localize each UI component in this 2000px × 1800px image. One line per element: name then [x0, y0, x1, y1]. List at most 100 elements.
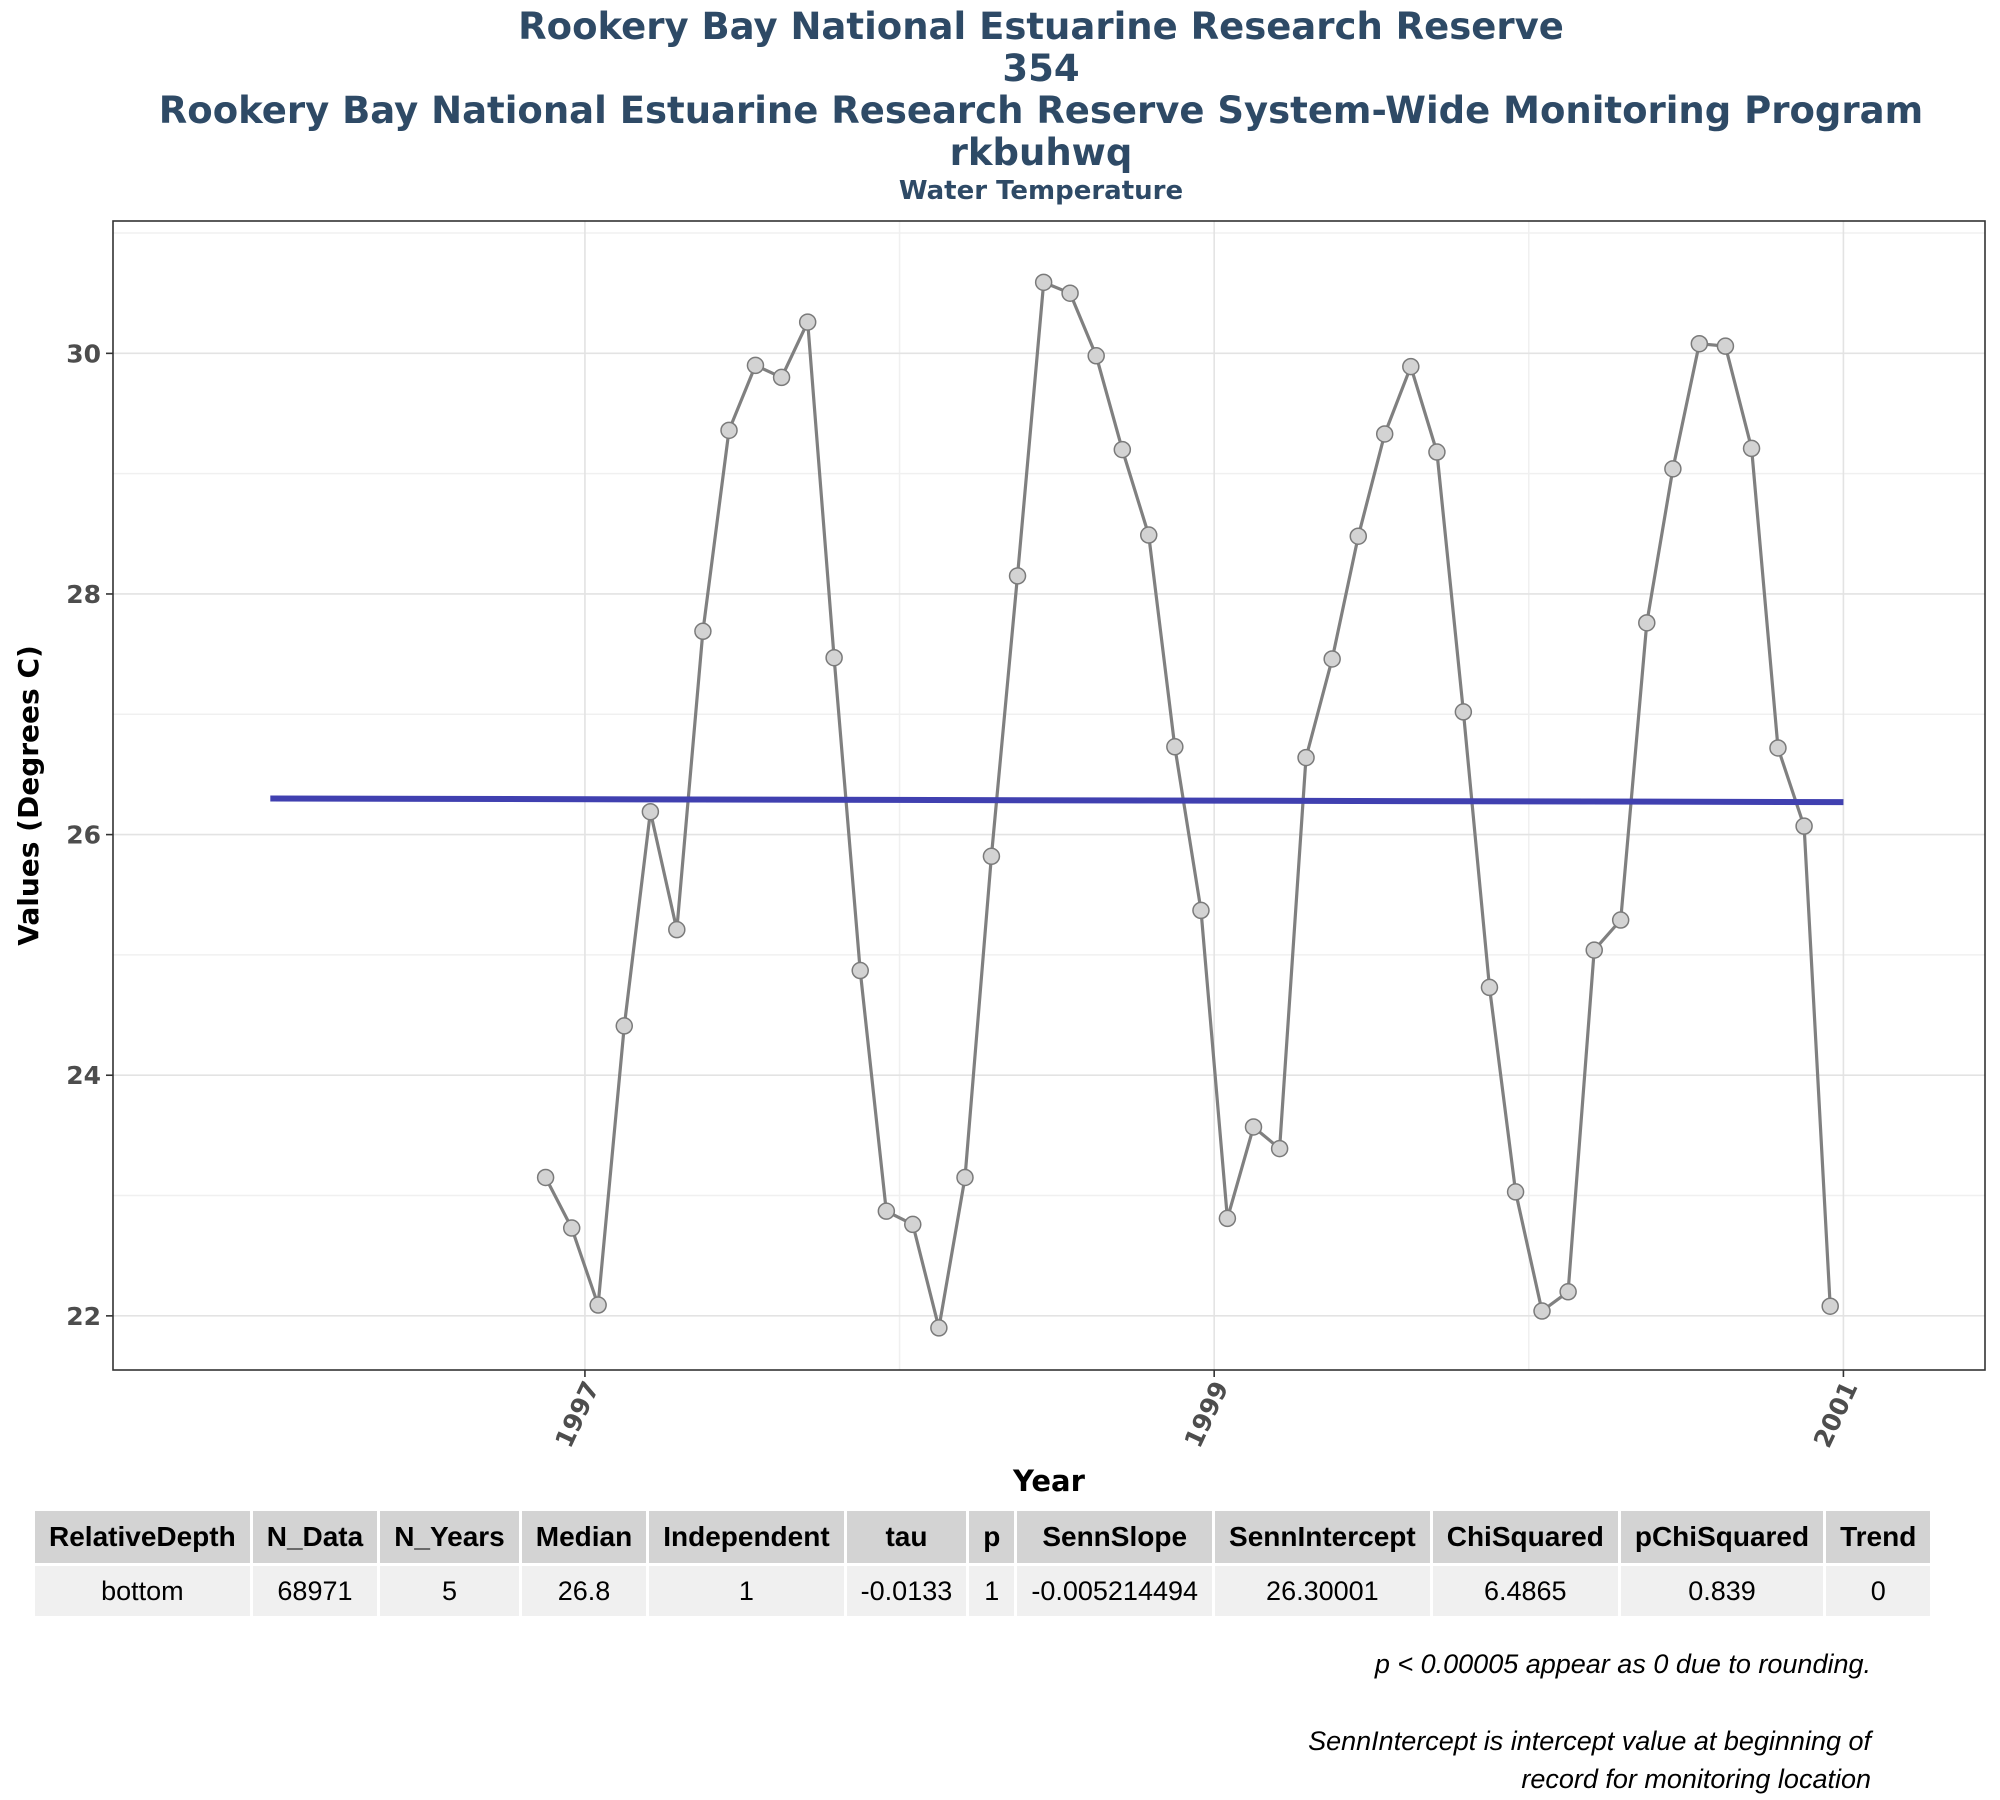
temperature-data-point — [1690, 334, 1709, 353]
temperature-data-point — [772, 368, 791, 387]
temperature-data-point — [1795, 817, 1813, 835]
temperature-data-point — [982, 847, 1001, 866]
temperature-data-point — [562, 1219, 581, 1237]
table-header-cell: p — [967, 1511, 1018, 1565]
temperature-data-point — [746, 356, 765, 375]
temperature-data-point — [536, 1168, 555, 1187]
temperature-data-point — [1192, 901, 1210, 920]
temperature-data-point — [1166, 738, 1184, 756]
y-axis-ticks: 22 24 26 28 30 — [66, 339, 113, 1331]
line-chart: 22 24 26 28 30 1997 1999 2001 Year Values (Deg… — [12, 220, 1986, 1498]
minor-gridlines — [113, 221, 1985, 1370]
temperature-data-point — [1218, 1209, 1237, 1228]
temperature-data-point — [615, 1017, 634, 1035]
table-cell: 1 — [967, 1563, 1018, 1616]
temperature-data-point — [904, 1215, 922, 1234]
y-tick-label: 30 — [66, 339, 101, 368]
temperature-data-point — [641, 802, 660, 821]
temperature-data-point — [1087, 347, 1105, 365]
table-cell: bottom — [35, 1563, 253, 1616]
temperature-data-point — [1113, 440, 1132, 459]
chart-title-3: Rookery Bay National Estuarine Research … — [158, 89, 1924, 132]
chart-title-2: 354 — [1002, 47, 1080, 90]
temperature-data-point — [1585, 941, 1603, 959]
temperature-data-point — [1742, 439, 1761, 458]
plot-panel-border — [112, 220, 1986, 1371]
rounding-note: p < 0.00005 appear as 0 due to rounding. — [1374, 1649, 1871, 1679]
y-tick-label: 22 — [66, 1302, 101, 1331]
table-cell: -0.0133 — [845, 1563, 970, 1616]
temperature-data-point — [877, 1202, 896, 1220]
table-cell: 0.839 — [1619, 1563, 1827, 1616]
temperature-data-point — [589, 1296, 607, 1314]
x-tick-label: 1999 — [1179, 1377, 1235, 1452]
temperature-data-point — [930, 1319, 948, 1337]
temperature-data-point — [1664, 460, 1682, 478]
temperature-data-point — [1270, 1139, 1289, 1158]
temperature-data-point — [1349, 527, 1368, 545]
x-tick-label: 2001 — [1808, 1377, 1864, 1452]
table-cell: 68971 — [251, 1563, 381, 1616]
temperature-data-point — [1008, 567, 1027, 585]
temperature-data-point — [1034, 273, 1053, 292]
temperature-data-point — [1061, 284, 1079, 302]
temperature-data-point — [1769, 739, 1787, 757]
table-row: bottom 68971 5 26.8 1 -0.0133 1 -0.005214494 26.… — [35, 1563, 1934, 1616]
temperature-data-point — [1323, 650, 1341, 668]
temperature-data-point — [1611, 911, 1630, 929]
statistics-table: RelativeDepth N_Data N_Years Median Independ… — [35, 1511, 1934, 1616]
temperature-data-point — [1559, 1283, 1577, 1301]
chart-subtitle: Water Temperature — [898, 176, 1184, 206]
table-header-cell: Median — [520, 1511, 650, 1565]
table-header-cell: ChiSquared — [1431, 1511, 1621, 1565]
table-header-cell: N_Data — [251, 1511, 381, 1565]
y-tick-label: 26 — [66, 821, 101, 850]
temperature-data-point — [1428, 443, 1446, 461]
table-cell: 26.30001 — [1213, 1563, 1433, 1616]
temperature-data-point — [1297, 748, 1315, 767]
table-cell: 0 — [1824, 1563, 1934, 1616]
table-header-cell: SennSlope — [1015, 1511, 1216, 1565]
table-cell: 5 — [378, 1563, 522, 1616]
major-gridlines — [113, 221, 1985, 1370]
chart-title-1: Rookery Bay National Estuarine Research … — [518, 5, 1564, 48]
x-axis-label: Year — [1012, 1464, 1086, 1498]
temperature-data-point — [1821, 1297, 1839, 1315]
temperature-data-point — [1244, 1118, 1263, 1136]
table-body: bottom 68971 5 26.8 1 -0.0133 1 -0.005214494 26.… — [35, 1563, 1934, 1616]
trend-line — [270, 795, 1844, 806]
temperature-data-point — [1506, 1183, 1525, 1201]
table-header-cell: pChiSquared — [1619, 1511, 1827, 1565]
temperature-data-point — [1480, 978, 1499, 997]
chart-title-4: rkbuhwq — [949, 131, 1133, 174]
intercept-note-line-1: SennIntercept is intercept value at begi… — [1308, 1726, 1871, 1756]
temperature-data-point — [720, 421, 738, 440]
table-cell: -0.005214494 — [1015, 1563, 1216, 1616]
temperature-data-point — [1638, 614, 1656, 632]
temperature-data-point — [668, 920, 686, 939]
table-header-cell: Independent — [647, 1511, 847, 1565]
y-tick-label: 24 — [66, 1061, 101, 1090]
table-header-cell: tau — [845, 1511, 970, 1565]
temperature-data-point — [1533, 1302, 1551, 1320]
x-tick-label: 1997 — [549, 1377, 605, 1452]
table-header-cell: N_Years — [378, 1511, 522, 1565]
temperature-data-point — [798, 313, 817, 331]
y-tick-label: 28 — [66, 580, 101, 609]
table-cell: 6.4865 — [1431, 1563, 1621, 1616]
temperature-data-point — [956, 1168, 974, 1187]
table-header-cell: SennIntercept — [1213, 1511, 1433, 1565]
temperature-data-point — [1716, 337, 1735, 355]
temperature-data-point — [1402, 357, 1420, 376]
temperature-data-point — [1454, 703, 1473, 721]
temperature-data-point — [851, 961, 869, 980]
table-cell: 1 — [647, 1563, 847, 1616]
temperature-series-line — [544, 280, 1832, 1330]
temperature-data-point — [825, 648, 843, 667]
intercept-note-line-2: record for monitoring location — [1521, 1764, 1871, 1794]
x-axis-ticks: 1997 1999 2001 — [549, 1370, 1864, 1452]
table-header-cell: Trend — [1824, 1511, 1934, 1565]
temperature-data-point — [1139, 526, 1158, 544]
y-axis-label: Values (Degrees C) — [12, 645, 45, 946]
table-cell: 26.8 — [520, 1563, 650, 1616]
